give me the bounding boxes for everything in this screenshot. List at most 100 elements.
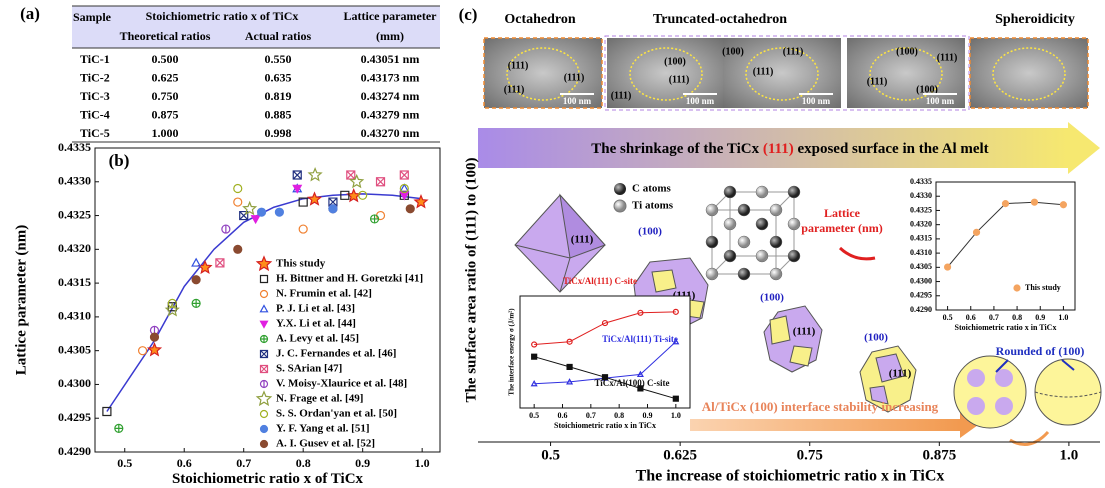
y-tick-label: 0.4325 <box>58 207 91 221</box>
legend-label: N. Frage et al. [49] <box>276 393 363 405</box>
x-tick-label: 0.8 <box>1012 313 1022 322</box>
table-cell: 0.500 <box>152 52 179 66</box>
marker <box>261 336 268 343</box>
lattice-label: Lattice <box>824 206 861 220</box>
marker <box>261 291 268 298</box>
marker <box>309 169 321 181</box>
banner-text: The shrinkage of the TiCx (111) exposed … <box>591 141 988 157</box>
table-cell: TiC-4 <box>80 107 110 121</box>
marker <box>244 202 256 214</box>
table-cell: 0.750 <box>152 89 179 103</box>
c-atom-icon <box>614 183 626 195</box>
table-cell: 0.43274 nm <box>361 89 420 103</box>
x-axis-label: Stoichiometric ratio x in TiCx <box>955 323 1057 332</box>
sem-title: Truncated-octahedron <box>653 12 787 27</box>
atom <box>738 268 750 280</box>
y-tick-label: 0.4300 <box>910 276 932 285</box>
table-cell: TiC-5 <box>80 126 110 140</box>
legend-label: P. J. Li et al. [43] <box>276 303 355 315</box>
legend-label: This study <box>276 258 326 270</box>
atom <box>706 236 718 248</box>
marker <box>150 333 158 341</box>
x-tick-label: 0.7 <box>586 411 596 420</box>
facet-label: (100) <box>638 226 662 238</box>
x-tick-label: 0.5 <box>117 456 132 470</box>
atom <box>788 250 800 262</box>
rounded-label: Rounded of (100) <box>996 344 1085 358</box>
x-tick-label: 0.5 <box>943 313 953 322</box>
facet-label: (111) <box>867 76 888 87</box>
sem-image <box>970 38 1088 108</box>
x-tick-label: 0.6 <box>177 456 192 470</box>
table-cell: TiC-3 <box>80 89 110 103</box>
ti-atom-icon <box>614 200 626 212</box>
facet-label: (111) <box>889 368 912 380</box>
atom <box>738 204 750 216</box>
x-tick-label: 1.0 <box>671 411 681 420</box>
marker <box>1060 202 1066 208</box>
table-cell: 1.000 <box>152 126 179 140</box>
facet-100 <box>967 369 985 387</box>
x-tick-label: 0.5 <box>541 447 560 463</box>
marker <box>252 216 260 223</box>
facet-100 <box>995 397 1013 415</box>
legend-label: S. S. Ordan'yan et al. [50] <box>276 408 397 420</box>
marker <box>148 344 160 356</box>
atom <box>770 204 782 216</box>
lattice-label: parameter (nm) <box>801 221 882 235</box>
facet-100 <box>790 346 812 366</box>
marker <box>261 276 268 283</box>
marker <box>216 259 224 267</box>
marker <box>115 424 123 432</box>
legend-label: A. I. Gusev et al. [52] <box>276 438 375 450</box>
table-cell: 0.635 <box>265 70 292 84</box>
c-x-label: The increase of stoichiometric ratio x i… <box>636 468 945 485</box>
legend-label: J. C. Fernandes et al. [46] <box>276 348 396 360</box>
table-cell: 0.43173 nm <box>361 70 420 84</box>
table-cell: 0.998 <box>265 126 292 140</box>
marker <box>261 351 268 358</box>
table-cell: TiC-1 <box>80 52 110 66</box>
legend-label: S. SArian [47] <box>276 363 342 375</box>
marker <box>400 171 408 179</box>
atom <box>724 218 736 230</box>
marker <box>192 299 200 307</box>
banner-highlight: (111) <box>763 141 794 157</box>
table-cell: TiC-2 <box>80 70 110 84</box>
y-tick-label: 0.4310 <box>58 309 91 323</box>
y-tick-label: 0.4305 <box>58 342 91 356</box>
banner-part: The shrinkage of the TiCx <box>591 141 759 157</box>
orange-arrow <box>1010 432 1048 445</box>
atom-legend: Ti atoms <box>632 200 674 212</box>
red-arrow <box>840 248 875 259</box>
x-tick-label: 0.7 <box>989 313 999 322</box>
legend-label: Y. F. Yang et al. [51] <box>276 423 370 435</box>
facet-label: (111) <box>564 72 585 83</box>
sphere <box>1035 359 1101 425</box>
table-subheader: Actual ratios <box>245 29 312 43</box>
table-header: Lattice parameter <box>344 9 438 23</box>
facet-label: (111) <box>669 74 690 85</box>
facet-label: (111) <box>571 234 594 246</box>
table-subheader: (mm) <box>376 29 404 43</box>
lattice-cube <box>706 186 800 280</box>
marker <box>329 205 337 213</box>
panel-label: (b) <box>109 151 130 170</box>
y-axis-label: The interface energy σ (J/m²) <box>508 308 516 396</box>
y-tick-label: 0.4305 <box>910 262 932 271</box>
x-tick-label: 0.6 <box>966 313 976 322</box>
marker <box>359 191 367 199</box>
legend-label: This study <box>1025 283 1061 292</box>
series-label: TiCx/Al(111) C-site <box>563 276 637 286</box>
stability-text: Al/TiCx (100) interface stability increa… <box>702 399 939 414</box>
marker <box>199 261 211 273</box>
y-tick-label: 0.4320 <box>910 219 932 228</box>
x-axis-label: Stoichiometric ratio x in TiCx <box>554 421 656 430</box>
atom <box>788 186 800 198</box>
facet-100 <box>967 397 985 415</box>
table-cell: 0.875 <box>152 107 179 121</box>
atom <box>756 250 768 262</box>
facet-label: (111) <box>504 84 525 95</box>
legend-label: V. Moisy-Xlaurice et al. [48] <box>276 378 407 390</box>
legend-label: A. Levy et al. [45] <box>276 333 359 345</box>
